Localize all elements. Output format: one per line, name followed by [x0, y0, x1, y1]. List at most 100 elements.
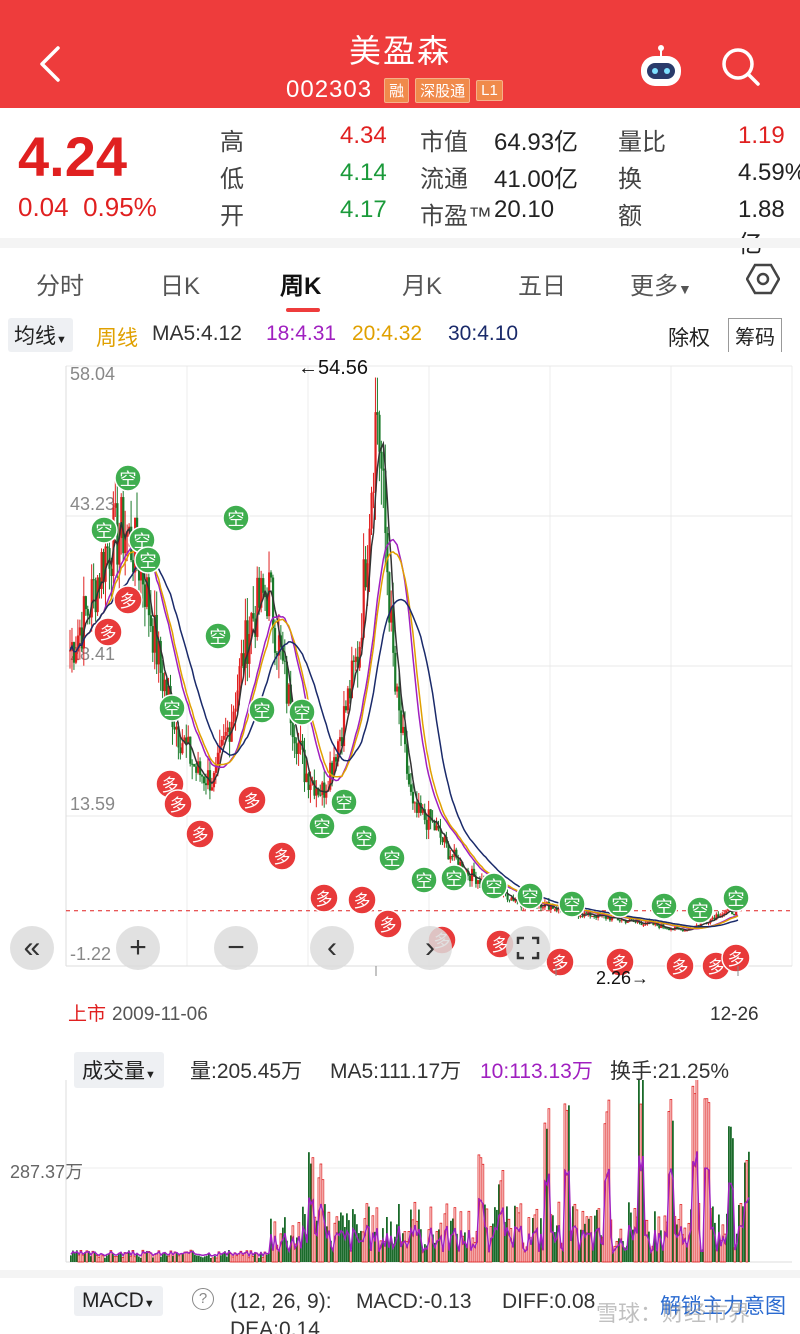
volume-bar — [529, 1237, 533, 1263]
active-tab-indicator — [286, 308, 320, 312]
candle-body — [329, 762, 332, 790]
candle-body — [92, 579, 95, 581]
candle-body — [295, 743, 298, 754]
robot-assistant-icon[interactable] — [636, 44, 686, 90]
candle-body — [425, 819, 428, 830]
volume-bar — [91, 1250, 95, 1263]
volume-ma5: MA5:111.17万 — [330, 1060, 462, 1083]
volume-bar — [106, 1255, 108, 1262]
candle-body — [185, 737, 188, 744]
candle-body — [606, 917, 610, 919]
next-button[interactable]: › — [408, 926, 452, 970]
volume-bar — [241, 1254, 245, 1263]
candle-body — [471, 868, 474, 882]
volume-bar — [471, 1237, 475, 1263]
settings-hex-icon[interactable] — [746, 262, 780, 296]
period-tabs: 分时 日K 周K 月K 五日 更多▼ — [0, 248, 800, 314]
candle-body — [362, 559, 365, 638]
volume-bar — [441, 1250, 445, 1263]
volume-bar — [517, 1212, 521, 1263]
candle-body — [250, 613, 253, 634]
tab-intraday[interactable]: 分时 — [36, 273, 84, 300]
chips-button[interactable]: 筹码 — [728, 318, 782, 353]
ma20-value: 20:4.32 — [352, 322, 423, 345]
candle-body — [697, 925, 700, 927]
volume-bar — [363, 1218, 367, 1263]
candle-body — [143, 584, 147, 607]
candle-body — [161, 672, 164, 692]
candle-body — [396, 686, 399, 692]
zoom-out-button[interactable]: − — [214, 926, 258, 970]
sell-signal-marker — [722, 884, 750, 912]
volume-bar — [572, 1206, 574, 1262]
buy-signal-label: 多 — [274, 848, 291, 868]
volume-chart[interactable] — [0, 1080, 800, 1266]
scroll-left-button[interactable]: « — [10, 926, 54, 970]
candle-body — [84, 596, 87, 610]
volume-bar — [624, 1247, 626, 1262]
buy-signal-marker — [113, 585, 143, 615]
search-icon[interactable] — [718, 44, 762, 88]
candle-body — [335, 757, 338, 762]
volume-bar — [492, 1223, 494, 1262]
buy-signal-marker — [373, 909, 403, 939]
candle-body — [69, 650, 72, 652]
volume-bar — [200, 1256, 202, 1262]
zoom-in-button[interactable]: + — [116, 926, 160, 970]
volume-bar — [358, 1233, 360, 1262]
quote-value: 41.00亿 — [494, 166, 579, 193]
candle-body — [222, 735, 225, 740]
ma-selector[interactable]: 均线▼ — [8, 318, 73, 352]
candle-body — [203, 776, 206, 784]
ma5-line — [69, 440, 739, 931]
sell-signal-label: 空 — [140, 552, 157, 572]
tab-weekly-k[interactable]: 周K — [280, 273, 322, 300]
candle-body — [323, 782, 326, 798]
tab-monthly-k[interactable]: 月K — [402, 273, 443, 300]
candle-body — [289, 684, 292, 724]
volume-selector[interactable]: 成交量▼ — [74, 1052, 164, 1088]
volume-selector-label: 成交量 — [82, 1060, 145, 1083]
volume-bar — [726, 1213, 728, 1262]
tab-five-day[interactable]: 五日 — [518, 273, 566, 300]
volume-bar — [378, 1250, 380, 1262]
candle-body — [433, 820, 436, 831]
sell-signal-label: 空 — [612, 896, 629, 916]
unlock-link[interactable]: 解锁主力意图 — [660, 1295, 786, 1318]
volume-bar — [133, 1256, 137, 1263]
volume-bar — [324, 1204, 326, 1262]
tab-daily-k[interactable]: 日K — [160, 273, 201, 300]
volume-bar — [745, 1160, 749, 1263]
volume-bar — [97, 1256, 101, 1263]
candle-body — [100, 552, 103, 589]
buy-signal-label: 多 — [192, 826, 209, 846]
candle-body — [82, 596, 85, 649]
fullscreen-icon[interactable] — [506, 926, 550, 970]
prev-button[interactable]: ‹ — [310, 926, 354, 970]
candle-body — [421, 809, 424, 813]
ma-selector-label: 均线 — [14, 325, 56, 348]
candle-body — [132, 560, 135, 573]
ma20-line — [69, 545, 739, 930]
candle-body — [273, 628, 277, 653]
volume-bar — [619, 1228, 623, 1263]
back-arrow-icon[interactable] — [36, 44, 64, 84]
volume-bar — [424, 1244, 426, 1262]
tab-more[interactable]: 更多▼ — [630, 266, 692, 301]
candle-body — [270, 572, 273, 578]
macd-selector[interactable]: MACD▼ — [74, 1286, 163, 1316]
tab-more-label: 更多 — [630, 273, 678, 300]
sell-signal-marker — [222, 504, 250, 532]
candle-body — [240, 653, 243, 667]
volume-bar — [738, 1204, 740, 1262]
candle-body — [214, 764, 218, 773]
adjust-toggle[interactable]: 除权 — [668, 327, 710, 350]
ma-legend: 均线▼ 周线 MA5:4.12 18:4.31 20:4.32 30:4.10 … — [0, 316, 800, 353]
volume-bar — [85, 1250, 89, 1263]
ma5-value: MA5:4.12 — [152, 322, 242, 345]
candle-body — [427, 809, 430, 830]
volume-bar — [237, 1253, 241, 1263]
help-icon[interactable]: ? — [192, 1288, 214, 1310]
volume-bar — [452, 1218, 454, 1262]
candle-body — [660, 924, 663, 928]
